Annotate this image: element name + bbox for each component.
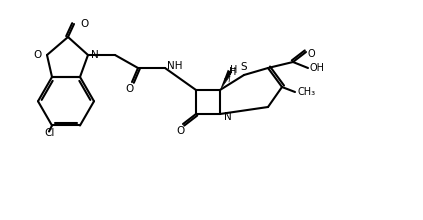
Text: OH: OH — [310, 63, 325, 73]
Text: H: H — [229, 67, 237, 77]
Text: O: O — [34, 50, 42, 60]
Text: Cl: Cl — [44, 128, 55, 139]
Polygon shape — [220, 70, 232, 90]
Text: CH₃: CH₃ — [298, 87, 316, 97]
Text: S: S — [241, 62, 247, 72]
Text: N: N — [224, 112, 232, 122]
Text: O: O — [80, 19, 88, 29]
Text: O: O — [307, 49, 315, 59]
Text: N: N — [91, 50, 99, 60]
Text: H: H — [230, 65, 238, 75]
Text: O: O — [176, 126, 184, 136]
Text: O: O — [125, 84, 133, 94]
Text: NH: NH — [167, 61, 182, 71]
